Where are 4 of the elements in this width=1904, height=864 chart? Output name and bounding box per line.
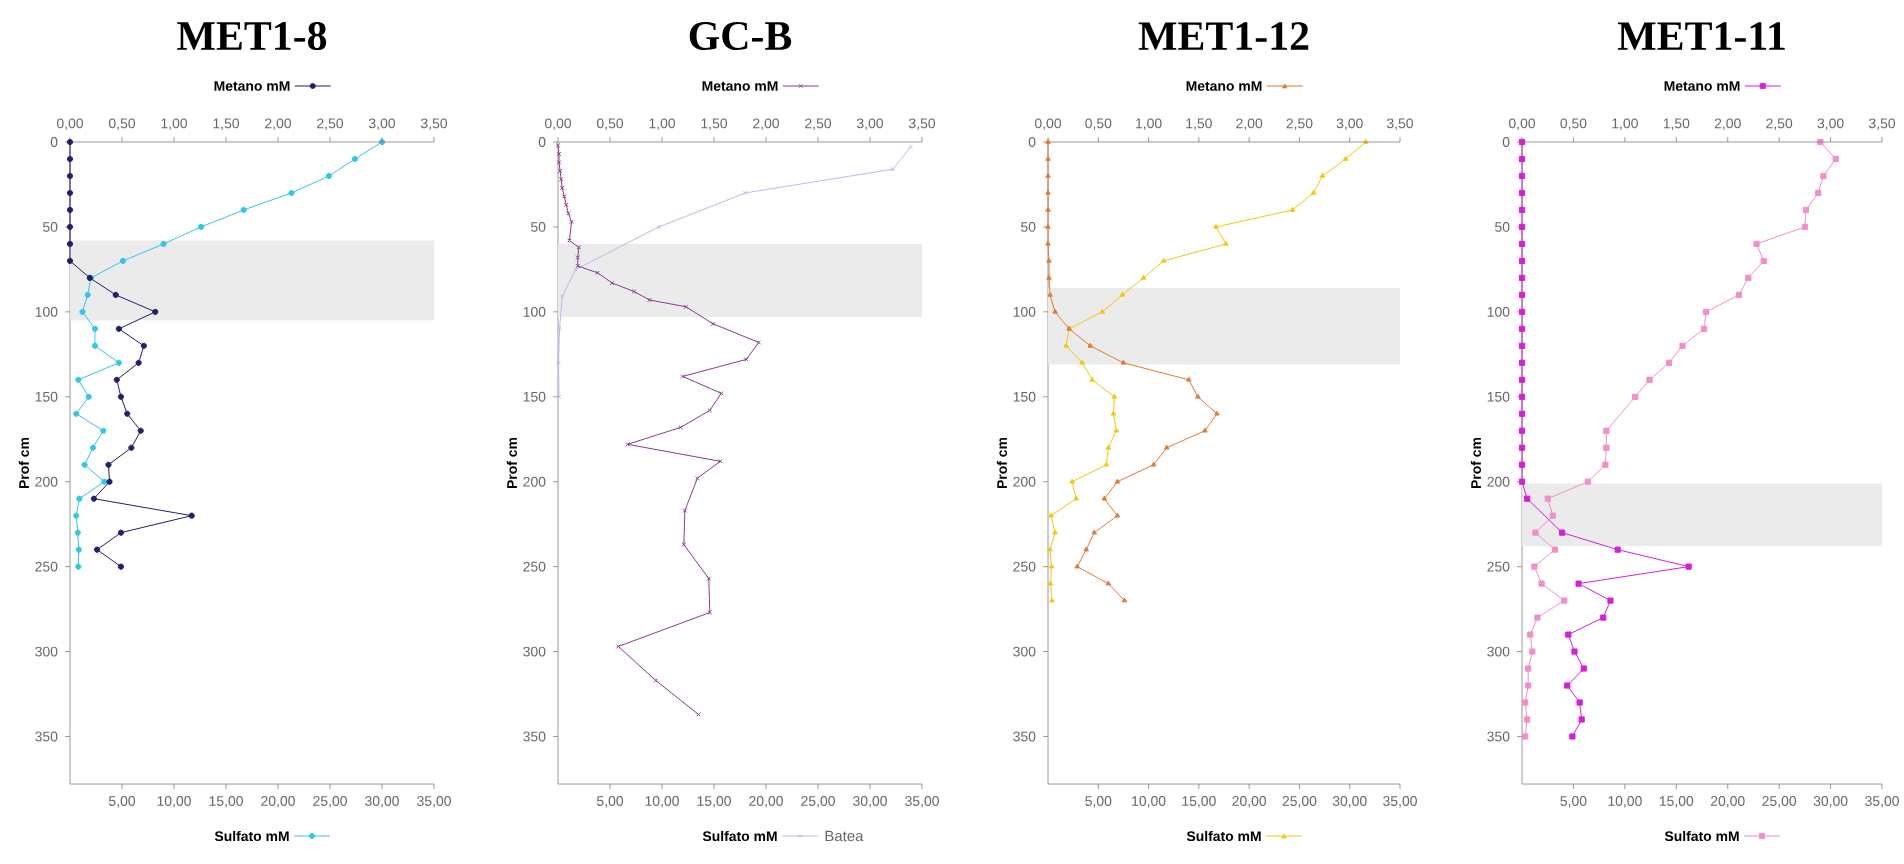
chart-title: MET1-8 <box>177 21 327 51</box>
chart-title: GC-B <box>689 21 792 51</box>
chart-title: MET1-11 <box>1617 22 1785 50</box>
chart-title: MET1-12 <box>1138 22 1309 50</box>
